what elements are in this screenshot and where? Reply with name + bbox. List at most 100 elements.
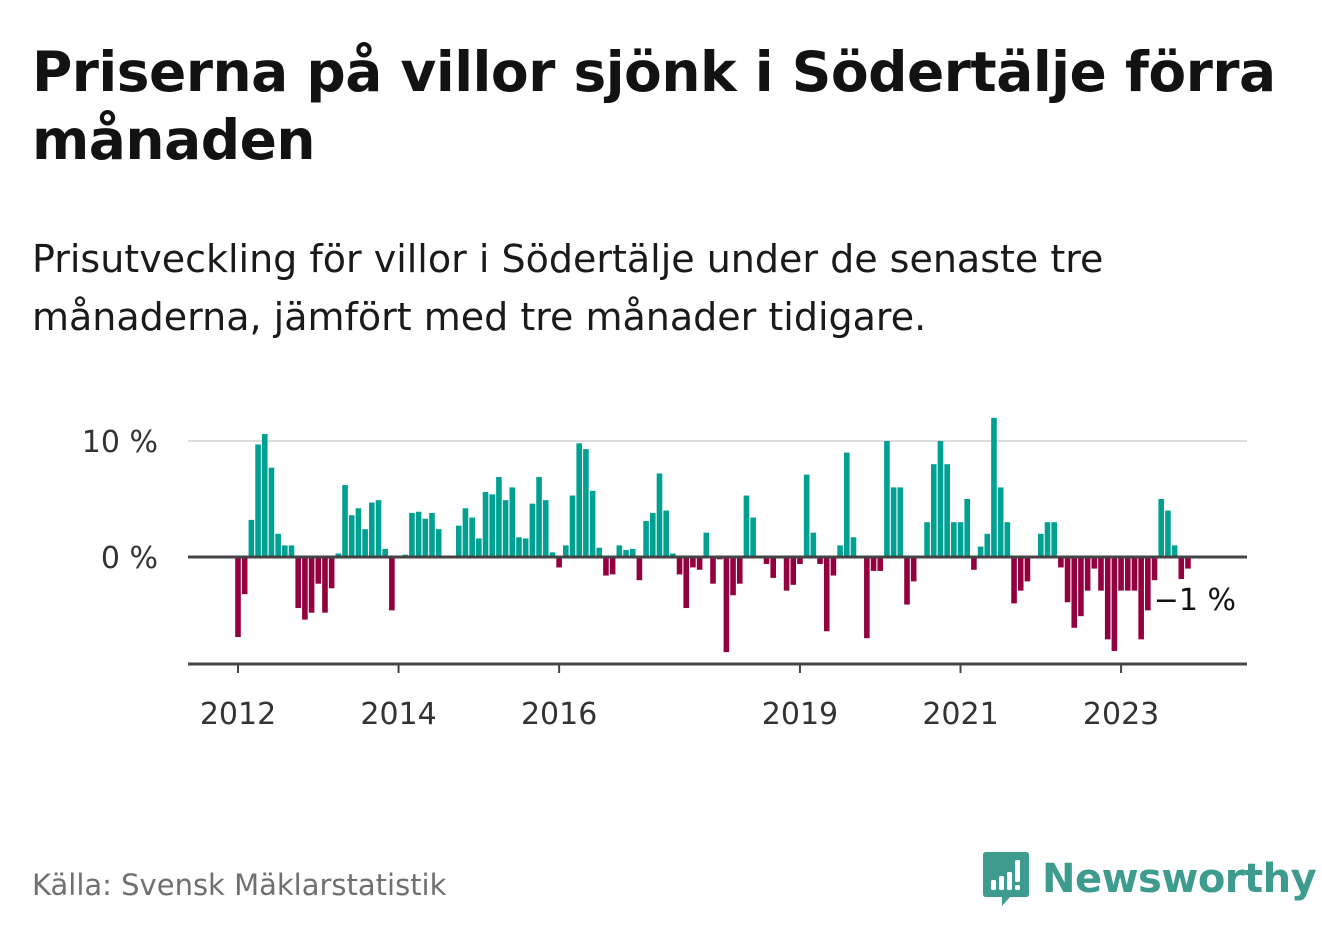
bar [1044, 522, 1051, 557]
bar [623, 550, 629, 557]
bar [1064, 557, 1071, 603]
source-note: Källa: Svensk Mäklarstatistik [32, 868, 447, 902]
bar [362, 529, 368, 557]
bar [282, 545, 288, 557]
chart-subtitle: Prisutveckling för villor i Södertälje u… [32, 237, 1104, 339]
bar [750, 517, 756, 557]
bar [509, 487, 516, 557]
bar [469, 517, 475, 557]
bar [1165, 510, 1171, 557]
bar [1011, 557, 1017, 604]
bar [663, 510, 669, 557]
bar [375, 500, 382, 557]
bar [837, 545, 843, 557]
bar [603, 557, 609, 576]
bar [542, 500, 549, 557]
bar [335, 553, 342, 557]
bar [629, 548, 636, 557]
bar [723, 557, 730, 653]
bar [670, 553, 676, 557]
bar [1145, 557, 1151, 611]
bar [1124, 557, 1131, 591]
bar [1058, 557, 1064, 568]
bar [1178, 557, 1185, 580]
bar [971, 557, 977, 570]
bar [937, 441, 944, 557]
newsworthy-logo-icon [983, 852, 1029, 906]
bar [315, 557, 322, 584]
x-tick-label: 2023 [1083, 697, 1159, 732]
bar [984, 533, 991, 557]
x-tick-label: 2012 [200, 697, 276, 732]
bar [429, 512, 435, 557]
bar [810, 532, 817, 557]
bar [1131, 557, 1138, 591]
bar [696, 557, 703, 570]
bar [1118, 557, 1124, 591]
bar [476, 538, 482, 557]
bar [951, 522, 957, 557]
bar [643, 521, 649, 557]
bar [549, 552, 556, 557]
bar [850, 537, 857, 557]
bar [369, 502, 375, 557]
brand-name: Newsworthy [1042, 856, 1317, 902]
bar [830, 557, 837, 576]
bar [736, 557, 743, 584]
bar [382, 548, 388, 557]
bar [482, 492, 489, 557]
bar [1111, 557, 1118, 651]
bar [563, 545, 569, 557]
bar [710, 557, 716, 584]
bar [389, 557, 395, 611]
bar [248, 519, 255, 557]
bar [295, 557, 302, 609]
bar [268, 467, 275, 557]
chart-title: Priserna på villor sjönk i Södertälje fö… [32, 40, 1276, 172]
bar [576, 443, 582, 557]
bar [763, 557, 770, 564]
x-tick-label: 2014 [360, 697, 436, 732]
bar [516, 537, 522, 557]
bar [1098, 557, 1104, 591]
x-tick-label: 2016 [521, 697, 597, 732]
bar [462, 508, 469, 557]
bar [870, 557, 877, 571]
bar [649, 512, 656, 557]
bar [1158, 499, 1165, 557]
bar [730, 557, 736, 596]
bar [1104, 557, 1111, 640]
bar [302, 557, 308, 620]
bar [348, 515, 355, 557]
bar [536, 476, 542, 557]
bar [261, 434, 268, 557]
bar [1071, 557, 1078, 628]
bar [991, 417, 997, 557]
bar [1138, 557, 1144, 640]
bar [596, 547, 603, 557]
bar [355, 508, 362, 557]
bar [616, 545, 623, 557]
bar [569, 495, 576, 557]
bar [1017, 557, 1024, 591]
bar [1171, 545, 1178, 557]
bar [817, 557, 823, 564]
bar [589, 490, 596, 557]
bar [683, 557, 690, 609]
bar [502, 500, 509, 557]
bar [884, 441, 890, 557]
bar [1084, 557, 1091, 591]
bar [690, 557, 696, 568]
bar [328, 557, 335, 589]
bar [897, 487, 904, 557]
bar [342, 485, 348, 557]
bar [275, 533, 281, 557]
bar [435, 529, 442, 557]
value-label-bg [1152, 582, 1234, 616]
bar [1185, 557, 1191, 569]
bar [656, 473, 663, 557]
y-tick-label: 10 % [82, 425, 158, 460]
bar [583, 449, 589, 557]
bar [843, 452, 850, 557]
